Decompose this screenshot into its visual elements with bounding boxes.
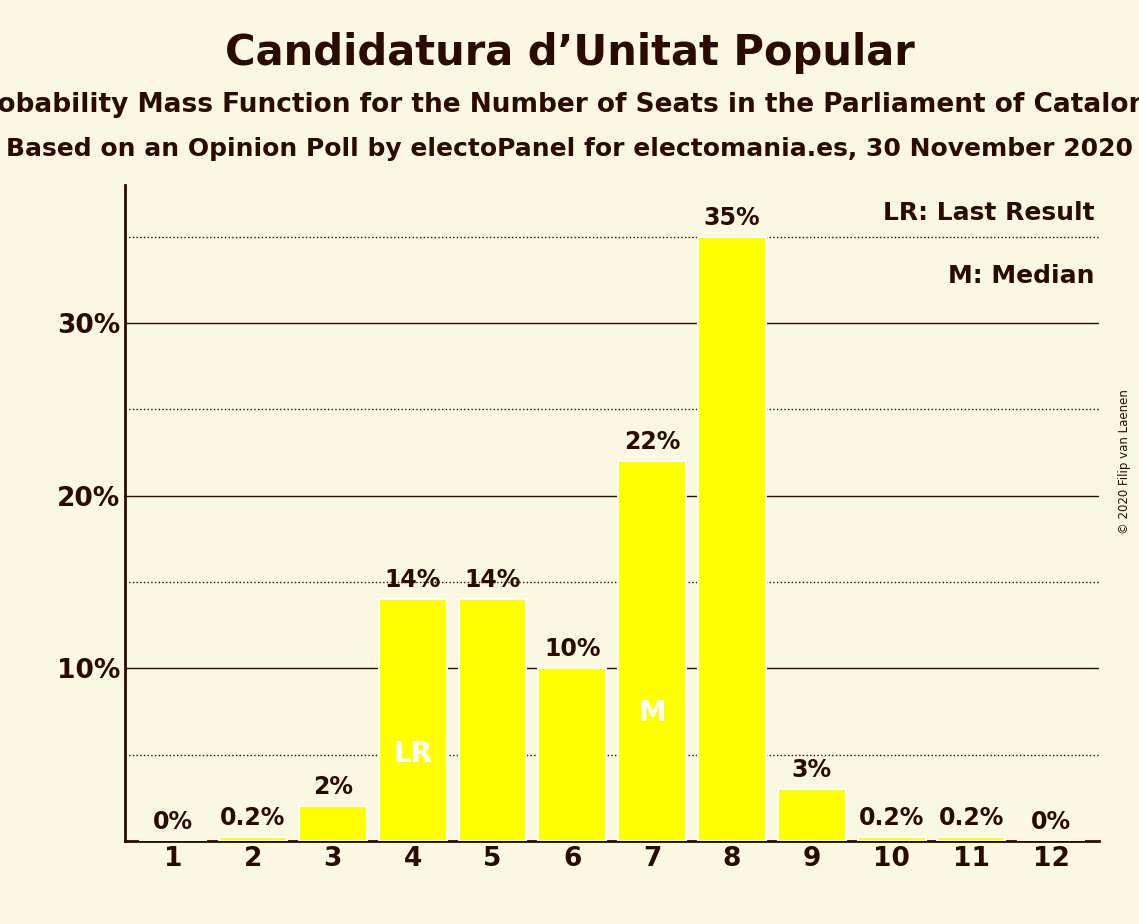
Text: 22%: 22% <box>624 430 680 454</box>
Bar <box>937 837 1006 841</box>
Text: 0%: 0% <box>153 810 194 834</box>
Bar <box>379 599 446 841</box>
Text: LR: Last Result: LR: Last Result <box>883 201 1095 225</box>
Text: 3%: 3% <box>792 758 831 782</box>
Bar <box>778 789 845 841</box>
Bar <box>858 837 926 841</box>
Text: 35%: 35% <box>704 206 760 230</box>
Text: Based on an Opinion Poll by electoPanel for electomania.es, 30 November 2020: Based on an Opinion Poll by electoPanel … <box>6 137 1133 161</box>
Bar <box>298 807 367 841</box>
Bar <box>539 668 606 841</box>
Bar <box>459 599 526 841</box>
Text: 0.2%: 0.2% <box>939 807 1005 831</box>
Text: 0.2%: 0.2% <box>859 807 924 831</box>
Text: M: Median: M: Median <box>948 263 1095 287</box>
Text: 0%: 0% <box>1031 810 1072 834</box>
Bar <box>219 837 287 841</box>
Text: Candidatura d’Unitat Popular: Candidatura d’Unitat Popular <box>224 32 915 74</box>
Text: 0.2%: 0.2% <box>220 807 286 831</box>
Text: 14%: 14% <box>465 568 521 592</box>
Text: © 2020 Filip van Laenen: © 2020 Filip van Laenen <box>1118 390 1131 534</box>
Text: 10%: 10% <box>544 638 600 662</box>
Text: 14%: 14% <box>385 568 441 592</box>
Bar <box>698 237 765 841</box>
Text: M: M <box>638 699 666 727</box>
Text: Probability Mass Function for the Number of Seats in the Parliament of Catalonia: Probability Mass Function for the Number… <box>0 92 1139 118</box>
Text: LR: LR <box>393 740 432 769</box>
Text: 2%: 2% <box>313 775 353 799</box>
Bar <box>618 461 686 841</box>
